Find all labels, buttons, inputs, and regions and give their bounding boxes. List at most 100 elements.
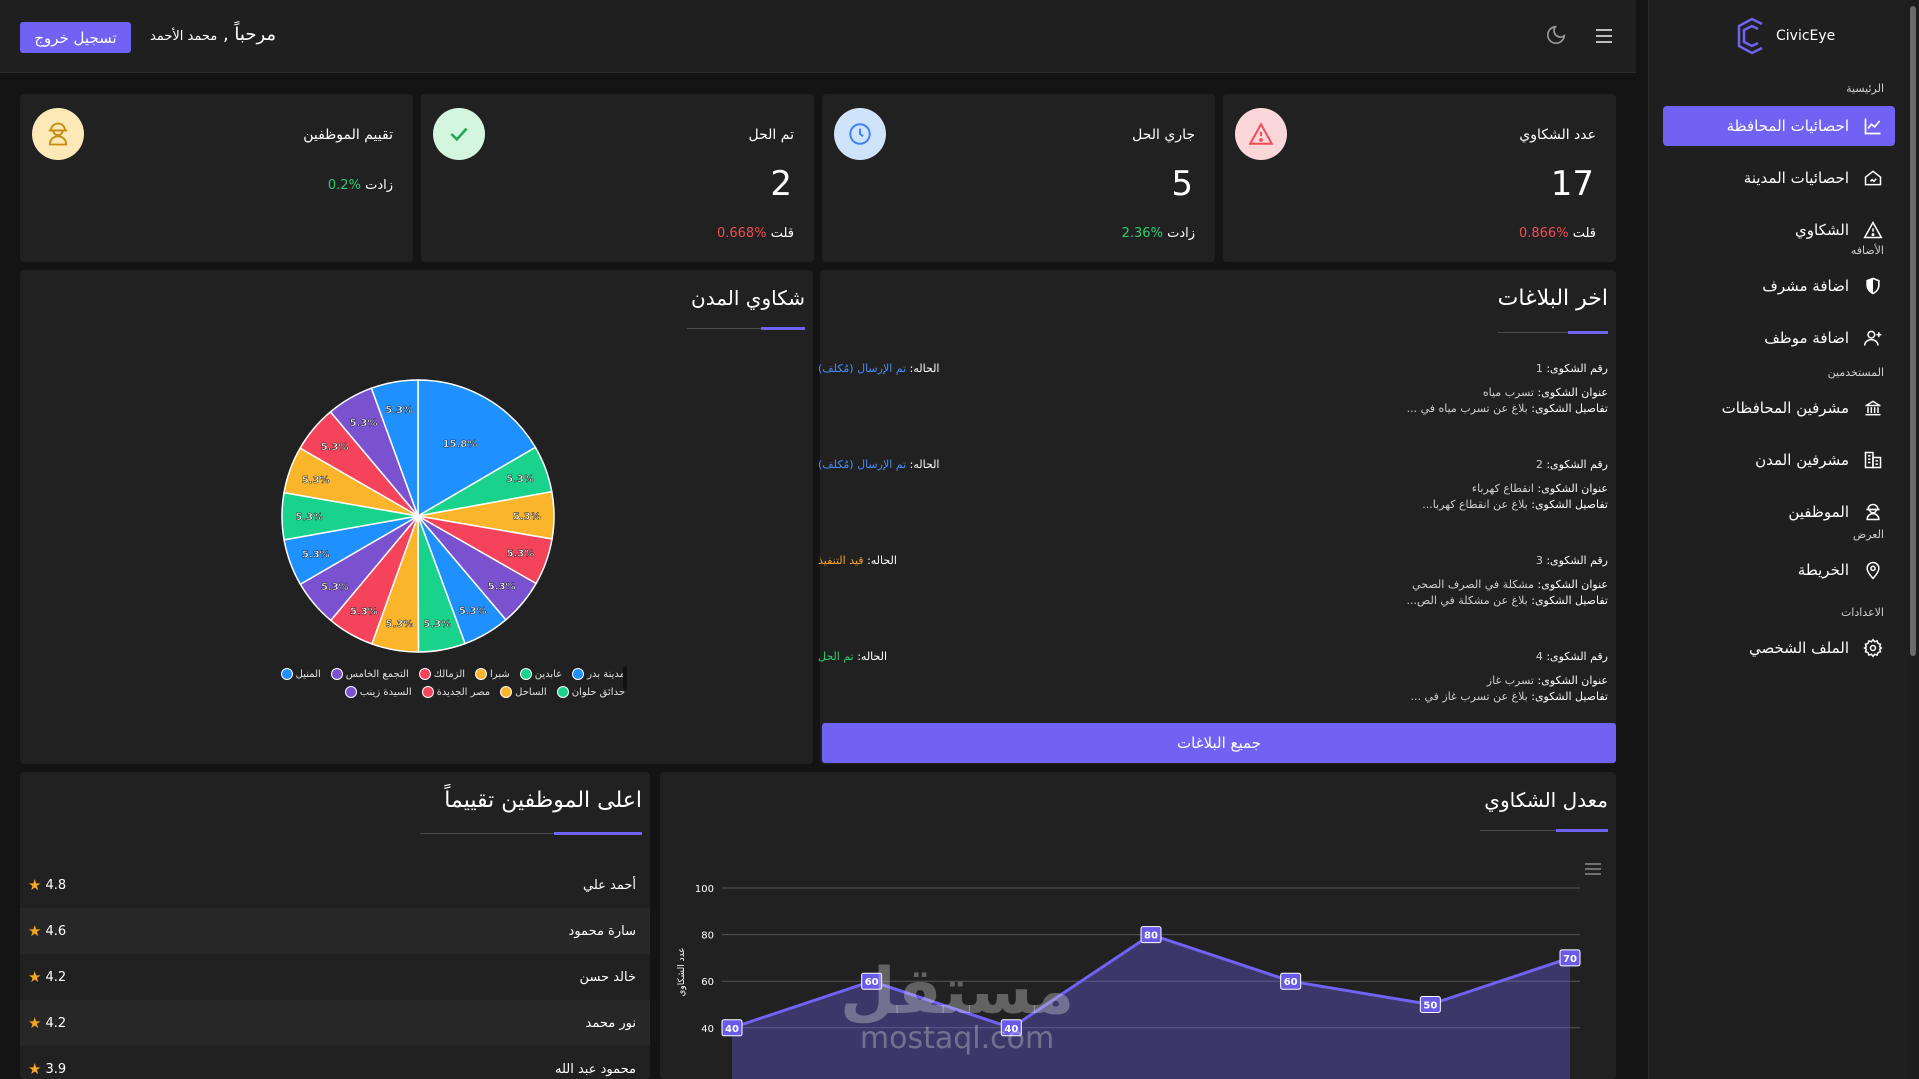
scrollbar-thumb[interactable] [1910,6,1916,656]
legend-swatch [421,686,434,698]
sidebar-item-buildings[interactable]: مشرفين المدن [1663,440,1895,480]
y-tick-label: 40 [701,1024,714,1035]
logo[interactable]: CivicEye [1734,16,1835,56]
legend-label: شبرا [490,668,510,680]
pie-slice-label: 5.3% [488,582,516,593]
data-label: 60 [1284,977,1298,988]
table-row[interactable]: ★ 4.8 أحمد علي [20,862,650,908]
pie-slice-label: 5.3% [386,619,414,630]
menu-toggle-icon[interactable] [1594,26,1614,50]
cities-complaints-title: شكاوي المدن [691,286,805,310]
user-name: محمد الأحمد [150,29,218,44]
report-number: رقم الشكوى: 3 [1535,554,1608,567]
warning-triangle-icon [1863,220,1883,240]
legend-label: الساحل [515,686,547,698]
legend-swatch [330,668,343,680]
sidebar-item-user-plus[interactable]: اضافة موظف [1663,318,1895,358]
legend-swatch [418,668,431,680]
scrollbar[interactable] [1907,0,1919,1079]
pie-legend: مدينة بدر عابدين شبرا الزمالك التجمع الخامس ا… [265,668,625,698]
report-number: رقم الشكوى: 2 [1535,458,1608,471]
pie-slice-label: 5.3% [423,619,451,630]
report-item[interactable]: رقم الشكوى: 3 عنوان الشكوى: مشكلة في الص… [818,554,1608,634]
legend-item[interactable]: الساحل [500,686,547,698]
star-icon: ★ [28,968,42,986]
table-row[interactable]: ★ 4.6 سارة محمود [20,908,650,954]
legend-scroll-indicator[interactable] [623,666,627,690]
employee-name: نور محمد [585,1015,636,1031]
data-point-marker[interactable] [861,972,883,990]
legend-label: السيدة زينب [359,686,412,698]
legend-item[interactable]: عابدين [519,668,562,680]
sidebar-item-gear[interactable]: الملف الشخصي [1663,628,1895,668]
top-employees-title: اعلى الموظفين تقييماً [444,788,642,813]
sidebar-item-chart-line[interactable]: احصائيات المحافظة [1663,106,1895,146]
employee-name: خالد حسن [579,969,636,985]
legend-item[interactable]: الزمالك [418,668,465,680]
sidebar-item-shield[interactable]: اضافة مشرف [1663,266,1895,306]
pie-slice-label: 5.3% [295,512,323,523]
report-item[interactable]: رقم الشكوى: 4 عنوان الشكوى: تسرب غاز تفا… [818,650,1608,730]
legend-item[interactable]: المنيل [280,668,321,680]
complaints-rate-title: معدل الشكاوي [1484,788,1608,812]
data-point-marker[interactable] [1140,926,1162,944]
title-underline-accent [1556,829,1608,832]
report-title: عنوان الشكوى: تسرب مياه [1482,386,1608,399]
legend-item[interactable]: مصر الجديدة [421,686,491,698]
report-number: رقم الشكوى: 4 [1535,650,1608,663]
legend-item[interactable]: مدينة بدر [572,668,625,680]
all-reports-button[interactable]: جميع البلاغات [822,723,1616,763]
table-row[interactable]: ★ 4.2 نور محمد [20,1000,650,1046]
report-item[interactable]: رقم الشكوى: 1 عنوان الشكوى: تسرب مياه تف… [818,362,1608,442]
sidebar-item-worker[interactable]: الموظفين [1663,492,1895,532]
stat-title: تقييم الموظفين [303,127,393,143]
title-underline-accent [1568,331,1608,334]
welcome-message: مرحباً , محمد الأحمد [150,24,276,45]
legend-swatch [572,668,585,680]
dark-mode-icon[interactable] [1545,24,1567,50]
stat-value: 2 [770,164,792,204]
stat-card: تم الحل 2 قلت %0.668 [421,94,814,262]
report-details: تفاصيل الشكوى: بلاغ عن تسرب غاز في ... [1410,690,1608,703]
pie-slice[interactable] [370,379,419,517]
report-title: عنوان الشكوى: تسرب غاز [1486,674,1608,687]
logout-button[interactable]: تسجيل خروج [20,22,131,53]
table-row[interactable]: ★ 4.2 خالد حسن [20,954,650,1000]
star-icon: ★ [28,922,42,940]
legend-label: مدينة بدر [587,668,625,680]
legend-label: مصر الجديدة [436,686,491,698]
sidebar-item-home-chart[interactable]: احصائيات المدينة [1663,158,1895,198]
clock-icon [834,108,886,160]
chart-menu-icon[interactable] [1585,860,1601,879]
star-icon: ★ [28,876,42,894]
cities-pie-chart: 15.8% 5.3% 5.3% 5.3% 5.3% 5.3% 5.3% 5.3% 5.3% 5.3… [281,379,555,653]
legend-item[interactable]: التجمع الخامس [330,668,409,680]
legend-item[interactable]: السيدة زينب [344,686,412,698]
data-point-marker[interactable] [1000,1019,1022,1037]
data-label: 40 [725,1024,739,1035]
sidebar-item-building-columns[interactable]: مشرفين المحافظات [1663,388,1895,428]
report-item[interactable]: رقم الشكوى: 2 عنوان الشكوى: انقطاع كهربا… [818,458,1608,538]
sidebar-item-label: اضافة موظف [1764,329,1849,347]
civiceye-logo-icon [1737,17,1763,55]
legend-item[interactable]: شبرا [475,668,510,680]
stat-change-word: زادت [365,178,393,193]
report-details: تفاصيل الشكوى: بلاغ عن مشكلة في الص... [1406,594,1609,607]
data-point-marker[interactable] [1419,996,1441,1013]
data-point-marker[interactable] [1559,949,1581,967]
legend-item[interactable]: حدائق حلوان [556,686,625,698]
check-icon [433,108,485,160]
pie-slice[interactable] [417,379,537,518]
sidebar-item-map-pin[interactable]: الخريطة [1663,550,1895,590]
pie-slice-label: 5.3% [506,474,534,485]
stat-change: قلت %0.866 [1519,226,1596,241]
latest-reports-card: اخر البلاغات رقم الشكوى: 1 عنوان الشكوى:… [818,270,1616,764]
top-bar: تسجيل خروج مرحباً , محمد الأحمد [0,0,1636,73]
data-point-marker[interactable] [721,1019,743,1037]
table-row[interactable]: ★ 3.9 محمود عبد الله [20,1046,650,1079]
brand-name: CivicEye [1776,28,1836,44]
sidebar-item-warning-triangle[interactable]: الشكاوي [1663,210,1895,250]
pie-slice-label: 5.3% [385,405,413,416]
report-details: تفاصيل الشكوى: بلاغ عن تسرب مياه في ... [1406,402,1608,415]
data-point-marker[interactable] [1280,972,1302,990]
